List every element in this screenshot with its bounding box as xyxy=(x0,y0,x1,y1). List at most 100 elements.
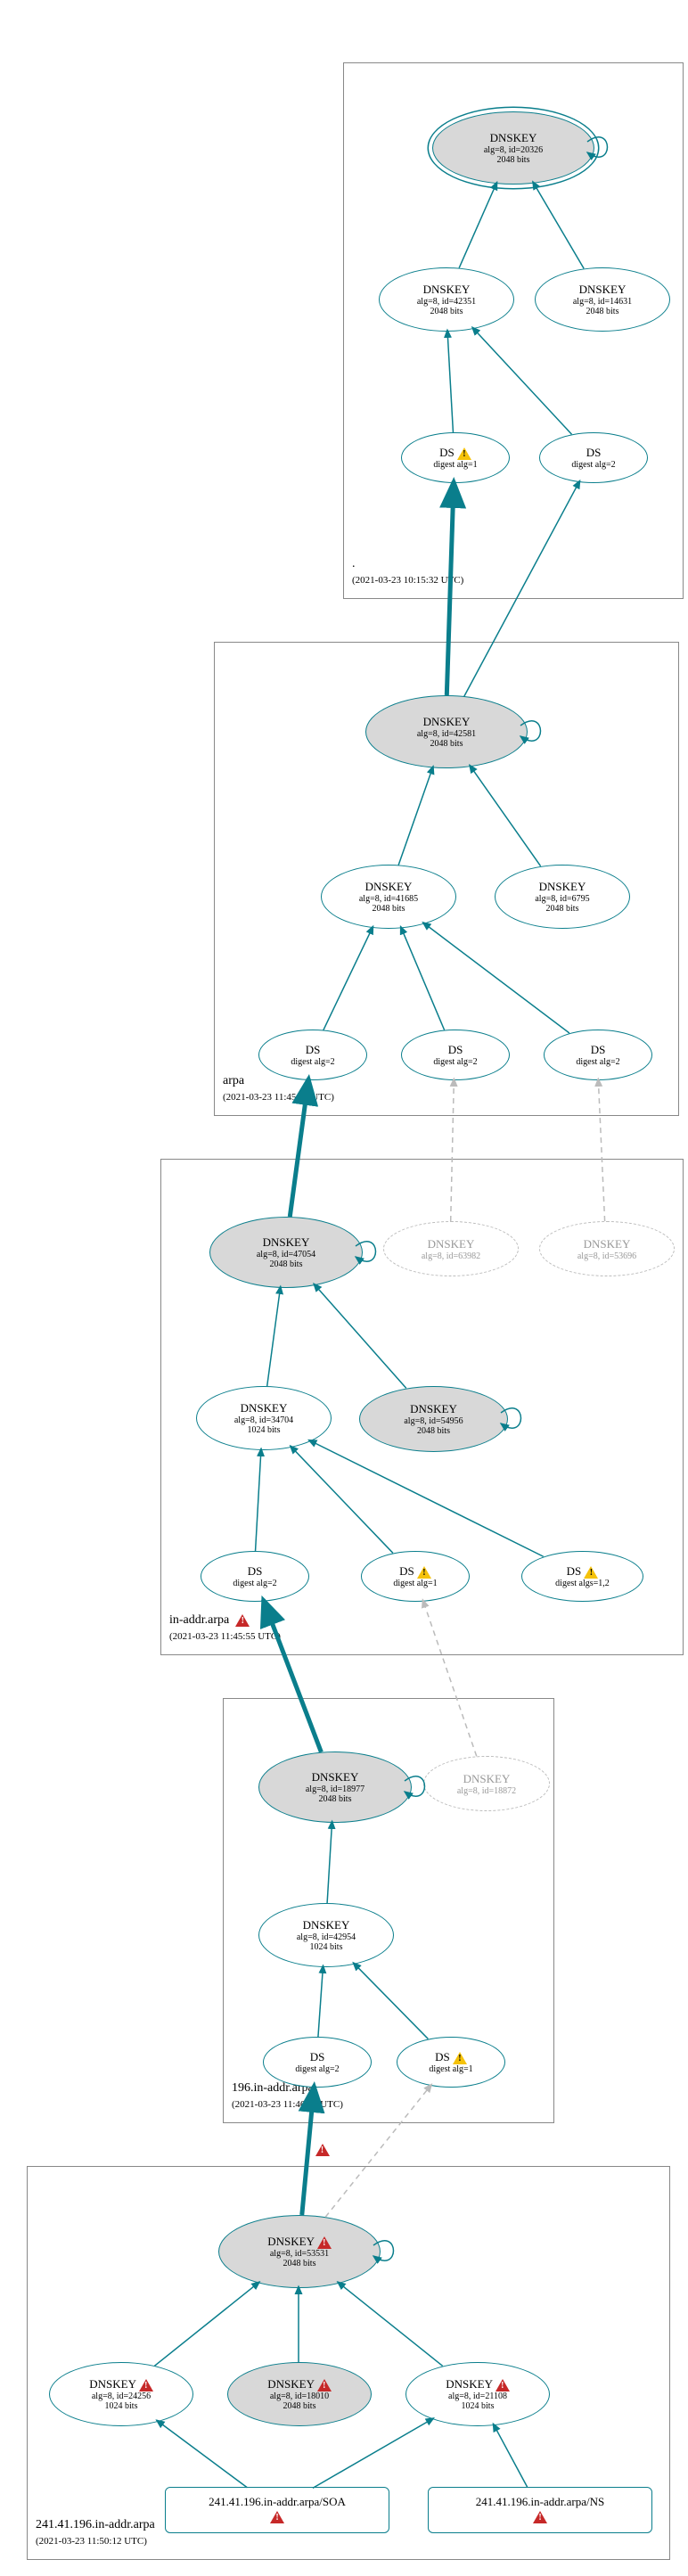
error-icon xyxy=(317,2236,332,2249)
node-sub: alg=8, id=53696 xyxy=(577,1251,636,1261)
node-title: DS xyxy=(448,1043,463,1057)
error-icon xyxy=(270,2511,284,2523)
node-n10: DSdigest alg=2 xyxy=(401,1030,510,1080)
node-n12: DNSKEYalg=8, id=470542048 bits xyxy=(209,1217,363,1288)
error-icon xyxy=(496,2379,510,2391)
node-n7: DNSKEYalg=8, id=416852048 bits xyxy=(321,865,456,929)
node-sub: 1024 bits xyxy=(462,2401,495,2411)
node-title: DS xyxy=(310,2050,325,2064)
node-sub: 2048 bits xyxy=(270,1259,303,1269)
node-sub: digest alg=2 xyxy=(571,460,615,470)
node-sub: alg=8, id=53531 xyxy=(270,2249,329,2259)
diagram-container: . (2021-03-23 10:15:32 UTC) arpa (2021-03-2… xyxy=(9,9,686,2567)
node-n22: DNSKEYalg=8, id=429541024 bits xyxy=(258,1903,394,1967)
node-n26: DNSKEY alg=8, id=242561024 bits xyxy=(49,2362,193,2426)
node-title: DNSKEY xyxy=(312,1770,359,1784)
node-sub: alg=8, id=24256 xyxy=(92,2391,151,2401)
node-title: DNSKEY xyxy=(428,1237,475,1251)
node-n18: DS digest alg=1 xyxy=(361,1551,470,1602)
warning-icon xyxy=(584,1566,598,1579)
node-n19: DS digest algs=1,2 xyxy=(521,1551,643,1602)
node-title: DNSKEY xyxy=(584,1237,631,1251)
node-sub: 2048 bits xyxy=(373,904,405,914)
node-title: DNSKEY xyxy=(410,1402,457,1416)
error-icon xyxy=(317,2379,332,2391)
node-title: DNSKEY xyxy=(423,715,471,729)
node-n11: DSdigest alg=2 xyxy=(544,1030,652,1080)
node-sub: digest alg=2 xyxy=(295,2064,339,2074)
node-n20: DNSKEYalg=8, id=189772048 bits xyxy=(258,1752,412,1823)
node-title: DNSKEY xyxy=(490,131,537,145)
node-n30: 241.41.196.in-addr.arpa/NS xyxy=(428,2487,652,2533)
node-sub: alg=8, id=34704 xyxy=(234,1415,293,1425)
node-title: DNSKEY xyxy=(267,2377,332,2391)
error-icon xyxy=(235,1614,250,1627)
zone-time: (2021-03-23 10:15:32 UTC) xyxy=(352,575,463,586)
node-sub: alg=8, id=42351 xyxy=(417,297,476,307)
zone-label: . xyxy=(352,557,356,571)
node-sub: alg=8, id=42954 xyxy=(297,1932,356,1942)
node-n15: DNSKEYalg=8, id=347041024 bits xyxy=(196,1386,332,1450)
node-n24: DS digest alg=1 xyxy=(397,2037,505,2088)
node-title: DNSKEY xyxy=(463,1772,511,1786)
node-sub: 1024 bits xyxy=(310,1942,343,1952)
node-sub: alg=8, id=41685 xyxy=(359,894,418,904)
node-n9: DSdigest alg=2 xyxy=(258,1030,367,1080)
node-title: DS xyxy=(399,1564,431,1579)
node-n3: DNSKEYalg=8, id=146312048 bits xyxy=(535,267,670,332)
node-n5: DSdigest alg=2 xyxy=(539,432,648,483)
node-n6: DNSKEYalg=8, id=425812048 bits xyxy=(365,695,528,768)
node-sub: alg=8, id=21108 xyxy=(448,2391,507,2401)
node-sub: digest algs=1,2 xyxy=(555,1579,610,1588)
node-sub: 2048 bits xyxy=(430,739,463,749)
error-icon xyxy=(139,2379,153,2391)
node-sub: digest alg=1 xyxy=(429,2064,472,2074)
node-title: DNSKEY xyxy=(423,283,471,297)
node-sub: 2048 bits xyxy=(417,1426,450,1436)
node-sub: 2048 bits xyxy=(546,904,579,914)
zone-time: (2021-03-23 11:46:02 UTC) xyxy=(232,2099,343,2110)
node-title: DS xyxy=(591,1043,606,1057)
node-title: DS xyxy=(586,446,602,460)
node-sub: 2048 bits xyxy=(283,2401,316,2411)
error-icon xyxy=(533,2511,547,2523)
node-title: DS xyxy=(306,1043,321,1057)
node-n4: DS digest alg=1 xyxy=(401,432,510,483)
node-sub: 2048 bits xyxy=(430,307,463,316)
node-sub: alg=8, id=18977 xyxy=(306,1784,364,1794)
node-sub: digest alg=1 xyxy=(433,460,477,470)
node-sub: 2048 bits xyxy=(497,155,530,165)
node-title: DNSKEY xyxy=(579,283,627,297)
node-title: DNSKEY xyxy=(446,2377,510,2391)
zone-label: 241.41.196.in-addr.arpa xyxy=(36,2518,155,2532)
node-title: DS xyxy=(567,1564,599,1579)
node-title: DNSKEY xyxy=(89,2377,153,2391)
node-sub: 2048 bits xyxy=(319,1794,352,1804)
node-title: 241.41.196.in-addr.arpa/SOA xyxy=(209,2495,346,2509)
node-title: DS xyxy=(248,1564,263,1579)
node-n17: DSdigest alg=2 xyxy=(201,1551,309,1602)
warning-icon xyxy=(457,447,471,460)
node-sub: digest alg=2 xyxy=(433,1057,477,1067)
node-title: DS xyxy=(435,2050,467,2064)
zone-time: (2021-03-23 11:50:12 UTC) xyxy=(36,2536,147,2547)
node-n8: DNSKEYalg=8, id=67952048 bits xyxy=(495,865,630,929)
node-sub: 1024 bits xyxy=(105,2401,138,2411)
node-title: DNSKEY xyxy=(263,1235,310,1250)
node-sub: alg=8, id=20326 xyxy=(484,145,543,155)
node-sub: digest alg=2 xyxy=(576,1057,619,1067)
node-sub: 2048 bits xyxy=(586,307,619,316)
node-sub: alg=8, id=63982 xyxy=(422,1251,480,1261)
warning-icon xyxy=(417,1566,431,1579)
zone-time: (2021-03-23 11:45:55 UTC) xyxy=(169,1631,281,1642)
node-sub: alg=8, id=42581 xyxy=(417,729,476,739)
node-title: DNSKEY xyxy=(241,1401,288,1415)
node-sub: digest alg=2 xyxy=(233,1579,276,1588)
node-n16: DNSKEYalg=8, id=549562048 bits xyxy=(359,1386,508,1452)
node-n21: DNSKEYalg=8, id=18872 xyxy=(423,1756,550,1811)
node-title: DNSKEY xyxy=(267,2235,332,2249)
node-n1: DNSKEYalg=8, id=203262048 bits xyxy=(432,111,594,185)
node-n13: DNSKEYalg=8, id=63982 xyxy=(383,1221,519,1276)
node-sub: alg=8, id=18872 xyxy=(457,1786,516,1796)
zone-label: arpa xyxy=(223,1074,244,1088)
